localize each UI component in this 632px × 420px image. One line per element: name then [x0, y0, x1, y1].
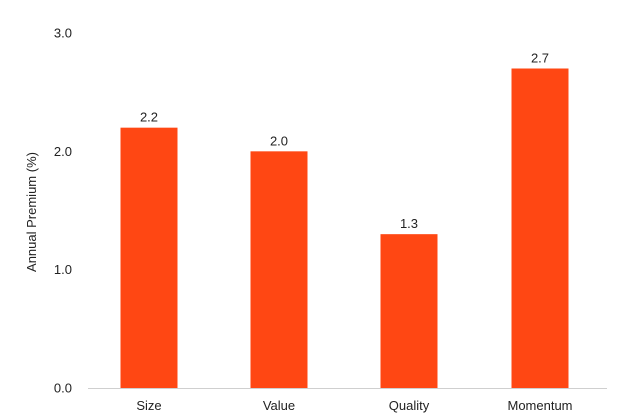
y-tick-labels: 0.0 1.0 2.0 3.0	[54, 26, 72, 396]
data-label-quality: 1.3	[400, 216, 418, 231]
x-label-size: Size	[136, 398, 161, 413]
data-label-value: 2.0	[270, 133, 288, 148]
bar-size	[120, 127, 178, 389]
y-tick-label: 2.0	[54, 144, 72, 159]
y-tick-label: 1.0	[54, 262, 72, 277]
y-axis-title: Annual Premium (%)	[24, 152, 39, 272]
bar-momentum	[511, 68, 569, 388]
x-label-momentum: Momentum	[507, 398, 572, 413]
data-label-size: 2.2	[140, 110, 158, 125]
bar-quality	[380, 234, 438, 388]
x-category-labels: Size Value Quality Momentum	[136, 398, 572, 413]
x-label-value: Value	[263, 398, 295, 413]
bar-value	[250, 151, 308, 388]
y-tick-label: 0.0	[54, 381, 72, 396]
bars	[120, 68, 569, 389]
data-labels: 2.2 2.0 1.3 2.7	[140, 51, 549, 232]
x-label-quality: Quality	[389, 398, 430, 413]
data-label-momentum: 2.7	[531, 51, 549, 66]
y-tick-label: 3.0	[54, 26, 72, 41]
